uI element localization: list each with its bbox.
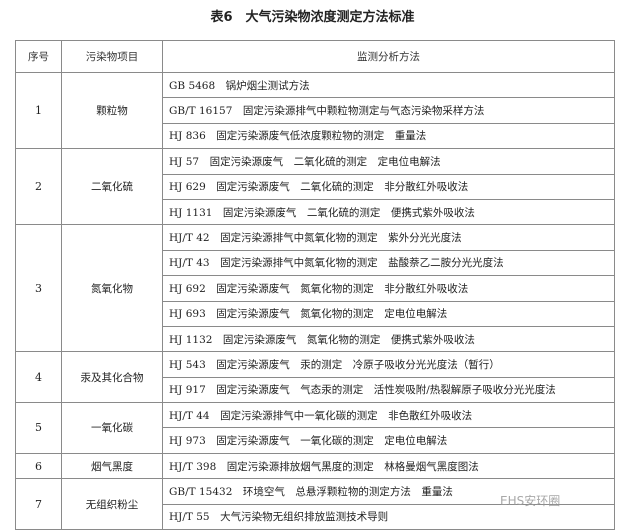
table-row: HJ 973 固定污染源废气 一氧化碳的测定 定电位电解法 xyxy=(16,427,615,454)
table-row: 1 颗粒物 GB 5468 锅炉烟尘测试方法 xyxy=(15,71,615,150)
table-title: 表6 大气污染物浓度测定方法标准 xyxy=(210,10,415,25)
watermark: EHS安环圈 xyxy=(500,494,561,508)
pollutant-cell: 颗粒物 xyxy=(61,71,163,150)
method-cell: HJ/T 42 固定污染源排气中氮氧化物的测定 紫外分光光度法 xyxy=(162,224,615,251)
method-cell: HJ 1132 固定污染源废气 氮氧化物的测定 便携式紫外吸收法 xyxy=(162,325,615,353)
table-header-row: 序号 污染物项目 监测分析方法 xyxy=(15,40,615,73)
pollutant-cell: 氮氧化物 xyxy=(61,224,163,353)
seq-cell: 7 xyxy=(15,478,62,530)
seq-cell: 5 xyxy=(15,402,62,454)
seq-cell: 1 xyxy=(15,71,62,150)
table-row: HJ 1131 固定污染源废气 二氧化硫的测定 便携式紫外吸收法 xyxy=(16,198,615,226)
table-row: HJ 1132 固定污染源废气 氮氧化物的测定 便携式紫外吸收法 xyxy=(16,325,615,353)
method-cell: HJ 693 固定污染源废气 氮氧化物的测定 定电位电解法 xyxy=(162,300,615,327)
table-row: 7 无组织粉尘 GB/T 15432 环境空气 总悬浮颗粒物的测定方法 重量法 xyxy=(15,478,615,530)
method-cell: GB/T 16157 固定污染源排气中颗粒物测定与气态污染物采样方法 xyxy=(162,97,615,124)
table-row: 2 二氧化硫 HJ 57 固定污染源废气 二氧化硫的测定 定电位电解法 xyxy=(15,148,615,226)
header-method: 监测分析方法 xyxy=(162,40,615,73)
seq-cell: 3 xyxy=(15,224,62,353)
table-row: 4 汞及其化合物 HJ 543 固定污染源废气 汞的测定 冷原子吸收分光光度法（暂行… xyxy=(15,351,615,404)
seq-cell: 6 xyxy=(15,452,62,480)
method-cell: HJ 917 固定污染源废气 气态汞的测定 活性炭吸附/热裂解原子吸收分光光度法 xyxy=(162,376,615,404)
method-cell: HJ/T 44 固定污染源排气中一氧化碳的测定 非色散红外吸收法 xyxy=(162,402,615,429)
method-cell: HJ 629 固定污染源废气 二氧化硫的测定 非分散红外吸收法 xyxy=(162,173,615,200)
table-row: HJ 917 固定污染源废气 气态汞的测定 活性炭吸附/热裂解原子吸收分光光度法 xyxy=(16,376,615,404)
header-seq: 序号 xyxy=(15,40,62,73)
method-cell: GB 5468 锅炉烟尘测试方法 xyxy=(162,71,615,99)
table-row: HJ 692 固定污染源废气 氮氧化物的测定 非分散红外吸收法 xyxy=(16,275,615,302)
method-cell: HJ 836 固定污染源废气低浓度颗粒物的测定 重量法 xyxy=(162,122,615,150)
table-row: 3 氮氧化物 HJ/T 42 固定污染源排气中氮氧化物的测定 紫外分光光度法 xyxy=(15,224,615,353)
table-row: GB/T 16157 固定污染源排气中颗粒物测定与气态污染物采样方法 xyxy=(16,97,615,124)
seq-cell: 4 xyxy=(15,351,62,404)
seq-cell: 2 xyxy=(15,148,62,226)
method-cell: HJ 57 固定污染源废气 二氧化硫的测定 定电位电解法 xyxy=(162,148,615,175)
method-cell: HJ 692 固定污染源废气 氮氧化物的测定 非分散红外吸收法 xyxy=(162,275,615,302)
standards-table: 序号 污染物项目 监测分析方法 1 颗粒物 GB 5468 锅炉烟尘测试方法 GB/T… xyxy=(15,40,615,530)
method-cell: HJ/T 398 固定污染源排放烟气黑度的测定 林格曼烟气黑度图法 xyxy=(162,452,615,480)
pollutant-cell: 二氧化硫 xyxy=(61,148,163,226)
table-row: 5 一氧化碳 HJ/T 44 固定污染源排气中一氧化碳的测定 非色散红外吸收法 xyxy=(15,402,615,454)
table-row: HJ 836 固定污染源废气低浓度颗粒物的测定 重量法 xyxy=(16,122,615,150)
table-row: HJ/T 43 固定污染源排气中氮氧化物的测定 盐酸萘乙二胺分光光度法 xyxy=(16,249,615,277)
method-cell: HJ/T 43 固定污染源排气中氮氧化物的测定 盐酸萘乙二胺分光光度法 xyxy=(162,249,615,277)
table-row: HJ 693 固定污染源废气 氮氧化物的测定 定电位电解法 xyxy=(16,300,615,327)
method-cell: HJ 973 固定污染源废气 一氧化碳的测定 定电位电解法 xyxy=(162,427,615,454)
method-cell: HJ 543 固定污染源废气 汞的测定 冷原子吸收分光光度法（暂行） xyxy=(162,351,615,378)
header-item: 污染物项目 xyxy=(61,40,163,73)
pollutant-cell: 一氧化碳 xyxy=(61,402,163,454)
method-cell: HJ 1131 固定污染源废气 二氧化硫的测定 便携式紫外吸收法 xyxy=(162,198,615,226)
method-cell: GB/T 15432 环境空气 总悬浮颗粒物的测定方法 重量法 xyxy=(162,478,615,505)
pollutant-cell: 烟气黑度 xyxy=(61,452,163,480)
pollutant-cell: 无组织粉尘 xyxy=(61,478,163,530)
pollutant-cell: 汞及其化合物 xyxy=(61,351,163,404)
table-row: 6 烟气黑度 HJ/T 398 固定污染源排放烟气黑度的测定 林格曼烟气黑度图法 xyxy=(15,452,615,480)
